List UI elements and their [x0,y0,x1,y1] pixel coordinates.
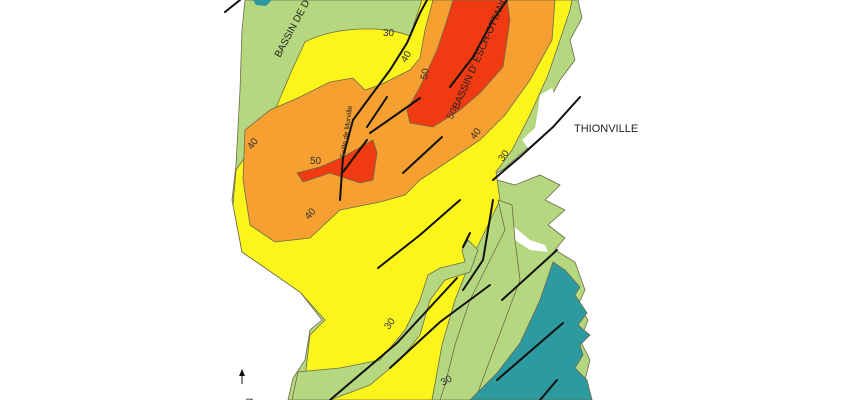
fault-line [539,379,558,400]
north-arrow-icon [239,369,245,376]
fault-line [462,232,471,248]
fault-line [342,139,368,173]
contour-label: 50 [310,156,322,167]
zone-red-small [296,139,378,184]
fault-line [389,284,491,369]
contour-label: 30 [383,28,395,39]
fault-murville [339,0,428,201]
zone-green-tongue [291,239,479,400]
fault-line [224,0,241,13]
fault-line [377,199,461,269]
contour-label: 50 [419,67,432,80]
fault-line [366,96,388,128]
north-label: N [244,398,254,400]
zone-teal-corner [253,0,272,6]
fault-line [329,277,458,400]
zone-red-main [406,0,511,128]
zone-teal [469,261,593,400]
fault-lines [224,0,581,400]
fault-line [369,97,421,134]
fault-line [492,96,581,181]
fault-line [496,322,564,381]
contour-labels: 30 40 50 50 40 50 40 30 40 30 30 [245,28,512,389]
fault-line [462,199,494,291]
contour-label: 50 [445,106,460,122]
contour-label: 40 [399,49,414,65]
label-city-thionville: THIONVILLE [574,123,638,135]
contour-label: 30 [439,373,455,388]
fault-line [501,249,558,301]
north-arrow: N [239,369,254,400]
fault-line [402,136,443,174]
zone-white-inlet [508,222,548,252]
fault-line [449,0,508,88]
zone-green-strip [439,199,521,400]
